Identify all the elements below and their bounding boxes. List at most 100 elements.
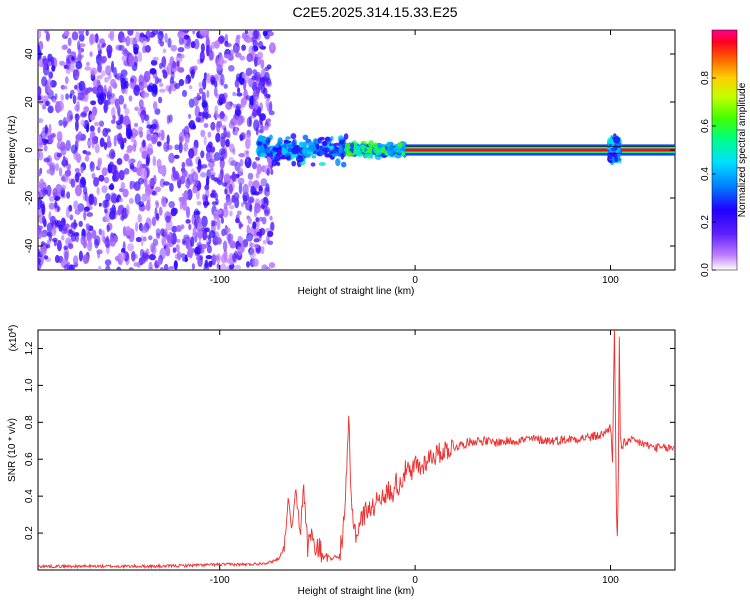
spectrogram-cell xyxy=(144,184,152,197)
spectrogram-cell xyxy=(219,263,227,270)
spectrogram-cell xyxy=(111,151,115,158)
spectrogram-cell xyxy=(285,136,291,140)
spectrogram-cell xyxy=(163,181,170,186)
spectrogram-cell xyxy=(111,204,116,216)
spectrogram-cell xyxy=(146,30,152,38)
spectrogram-cell xyxy=(88,194,95,206)
spectrogram-band-core xyxy=(405,148,675,152)
spectrogram-cell xyxy=(177,67,185,73)
spectrogram-cell xyxy=(103,176,110,184)
spectrogram-cell xyxy=(79,54,84,59)
spectrogram-cell xyxy=(228,205,235,210)
spectrogram-cell xyxy=(611,153,618,158)
spectrogram-cell xyxy=(215,111,219,119)
spectrogram-cell xyxy=(262,30,268,37)
spectrogram-cell xyxy=(193,38,200,50)
spectrogram-cell xyxy=(265,98,270,108)
spectrogram-cell xyxy=(249,241,253,249)
spectrogram-cell xyxy=(120,182,126,191)
spectrogram-cell xyxy=(157,30,164,41)
spectrogram-cell xyxy=(183,34,190,40)
spectrogram-cell xyxy=(124,87,128,95)
spectrogram-cell xyxy=(247,196,255,204)
spectrogram-cell xyxy=(89,33,96,45)
spectrogram-cell xyxy=(168,152,175,164)
spectrogram-cell xyxy=(241,97,248,106)
spectrogram-cell xyxy=(107,135,111,146)
spectrogram-cell xyxy=(199,30,206,36)
spectrogram-cell xyxy=(209,158,216,163)
spectrogram-cell xyxy=(159,62,163,70)
spectrogram-cell xyxy=(103,103,108,114)
spectrogram-cell xyxy=(185,219,191,224)
spectrogram-cell xyxy=(84,191,88,202)
spectrogram-cell xyxy=(84,66,92,71)
spectrogram-cell xyxy=(267,240,274,246)
spectrogram-cell xyxy=(302,134,309,141)
spectrogram-cell xyxy=(257,141,262,146)
spectrogram-cell xyxy=(181,170,188,179)
spectrogram-cell xyxy=(86,212,93,217)
spectrogram-cell xyxy=(115,197,120,203)
spectrogram-cell xyxy=(248,77,254,88)
spectrogram-cell xyxy=(129,81,135,89)
spectrogram-cell xyxy=(133,139,137,149)
spectrogram-cell xyxy=(105,65,112,76)
spectrogram-cell xyxy=(216,121,221,133)
spectrogram-cell xyxy=(301,148,309,155)
spectrogram-cell xyxy=(228,65,235,72)
spectrogram-cell xyxy=(140,224,144,232)
spectrogram-cell xyxy=(188,113,192,119)
spectrogram-cell xyxy=(42,104,47,110)
spectrogram-cell xyxy=(175,55,183,63)
spectrogram-cell xyxy=(192,186,198,194)
snr-y-tick-label: 0.8 xyxy=(24,415,35,429)
spectrogram-cell xyxy=(226,101,230,107)
spectrogram-cell xyxy=(106,224,110,233)
spectrogram-cell xyxy=(72,255,79,266)
spectrogram-axes: -100 0 100 -40 -20 0 20 40 xyxy=(24,30,675,286)
spectrogram-cell xyxy=(219,110,225,120)
spectrogram-cell xyxy=(70,89,75,96)
spectrogram-cell xyxy=(322,147,330,153)
spectrogram-cell xyxy=(146,120,151,126)
spectrogram-cell xyxy=(241,202,244,208)
spectrogram-cell xyxy=(43,157,51,163)
spectrogram-cell xyxy=(266,149,271,154)
spectrogram-cell xyxy=(94,121,100,127)
spectrogram-cell xyxy=(80,119,85,127)
spectrogram-cell xyxy=(166,62,173,75)
spectrogram-cell xyxy=(172,170,180,180)
spectrogram-cell xyxy=(245,203,249,209)
spectrogram-cell xyxy=(224,188,228,195)
spectrogram-cell xyxy=(148,253,156,261)
spectrogram-cell xyxy=(238,221,242,230)
spectrogram-region-2 xyxy=(343,140,409,160)
spectrogram-cell xyxy=(221,228,226,237)
spectrogram-cell xyxy=(172,247,177,254)
spectrogram-cell xyxy=(225,198,233,206)
spectrogram-cell xyxy=(74,208,81,215)
snr-x-tick-label: 100 xyxy=(602,575,619,586)
spectrogram-cell xyxy=(246,261,250,268)
spectrogram-cell xyxy=(231,171,236,182)
spectrogram-cell xyxy=(143,236,147,242)
spectrogram-cell xyxy=(241,72,247,79)
spectrogram-cell xyxy=(388,144,394,151)
spectrogram-cell xyxy=(170,207,177,217)
spectrogram-cell xyxy=(177,47,185,53)
spectrogram-cell xyxy=(56,141,61,150)
spectrogram-cell xyxy=(368,140,375,148)
spectrogram-cell xyxy=(270,169,274,175)
spectrogram-cell xyxy=(190,69,195,79)
spectrogram-cell xyxy=(79,178,86,188)
spectrogram-cell xyxy=(132,131,138,136)
spectrogram-cell xyxy=(295,155,304,163)
spectrogram-cell xyxy=(226,130,231,139)
spectrogram-cell xyxy=(203,201,210,207)
spectrogram-cell xyxy=(71,56,75,61)
spectrogram-cell xyxy=(68,264,75,270)
snr-frame xyxy=(37,329,676,571)
spectrogram-y-tick-label: -40 xyxy=(24,238,35,253)
spectrogram-cell xyxy=(128,267,134,270)
